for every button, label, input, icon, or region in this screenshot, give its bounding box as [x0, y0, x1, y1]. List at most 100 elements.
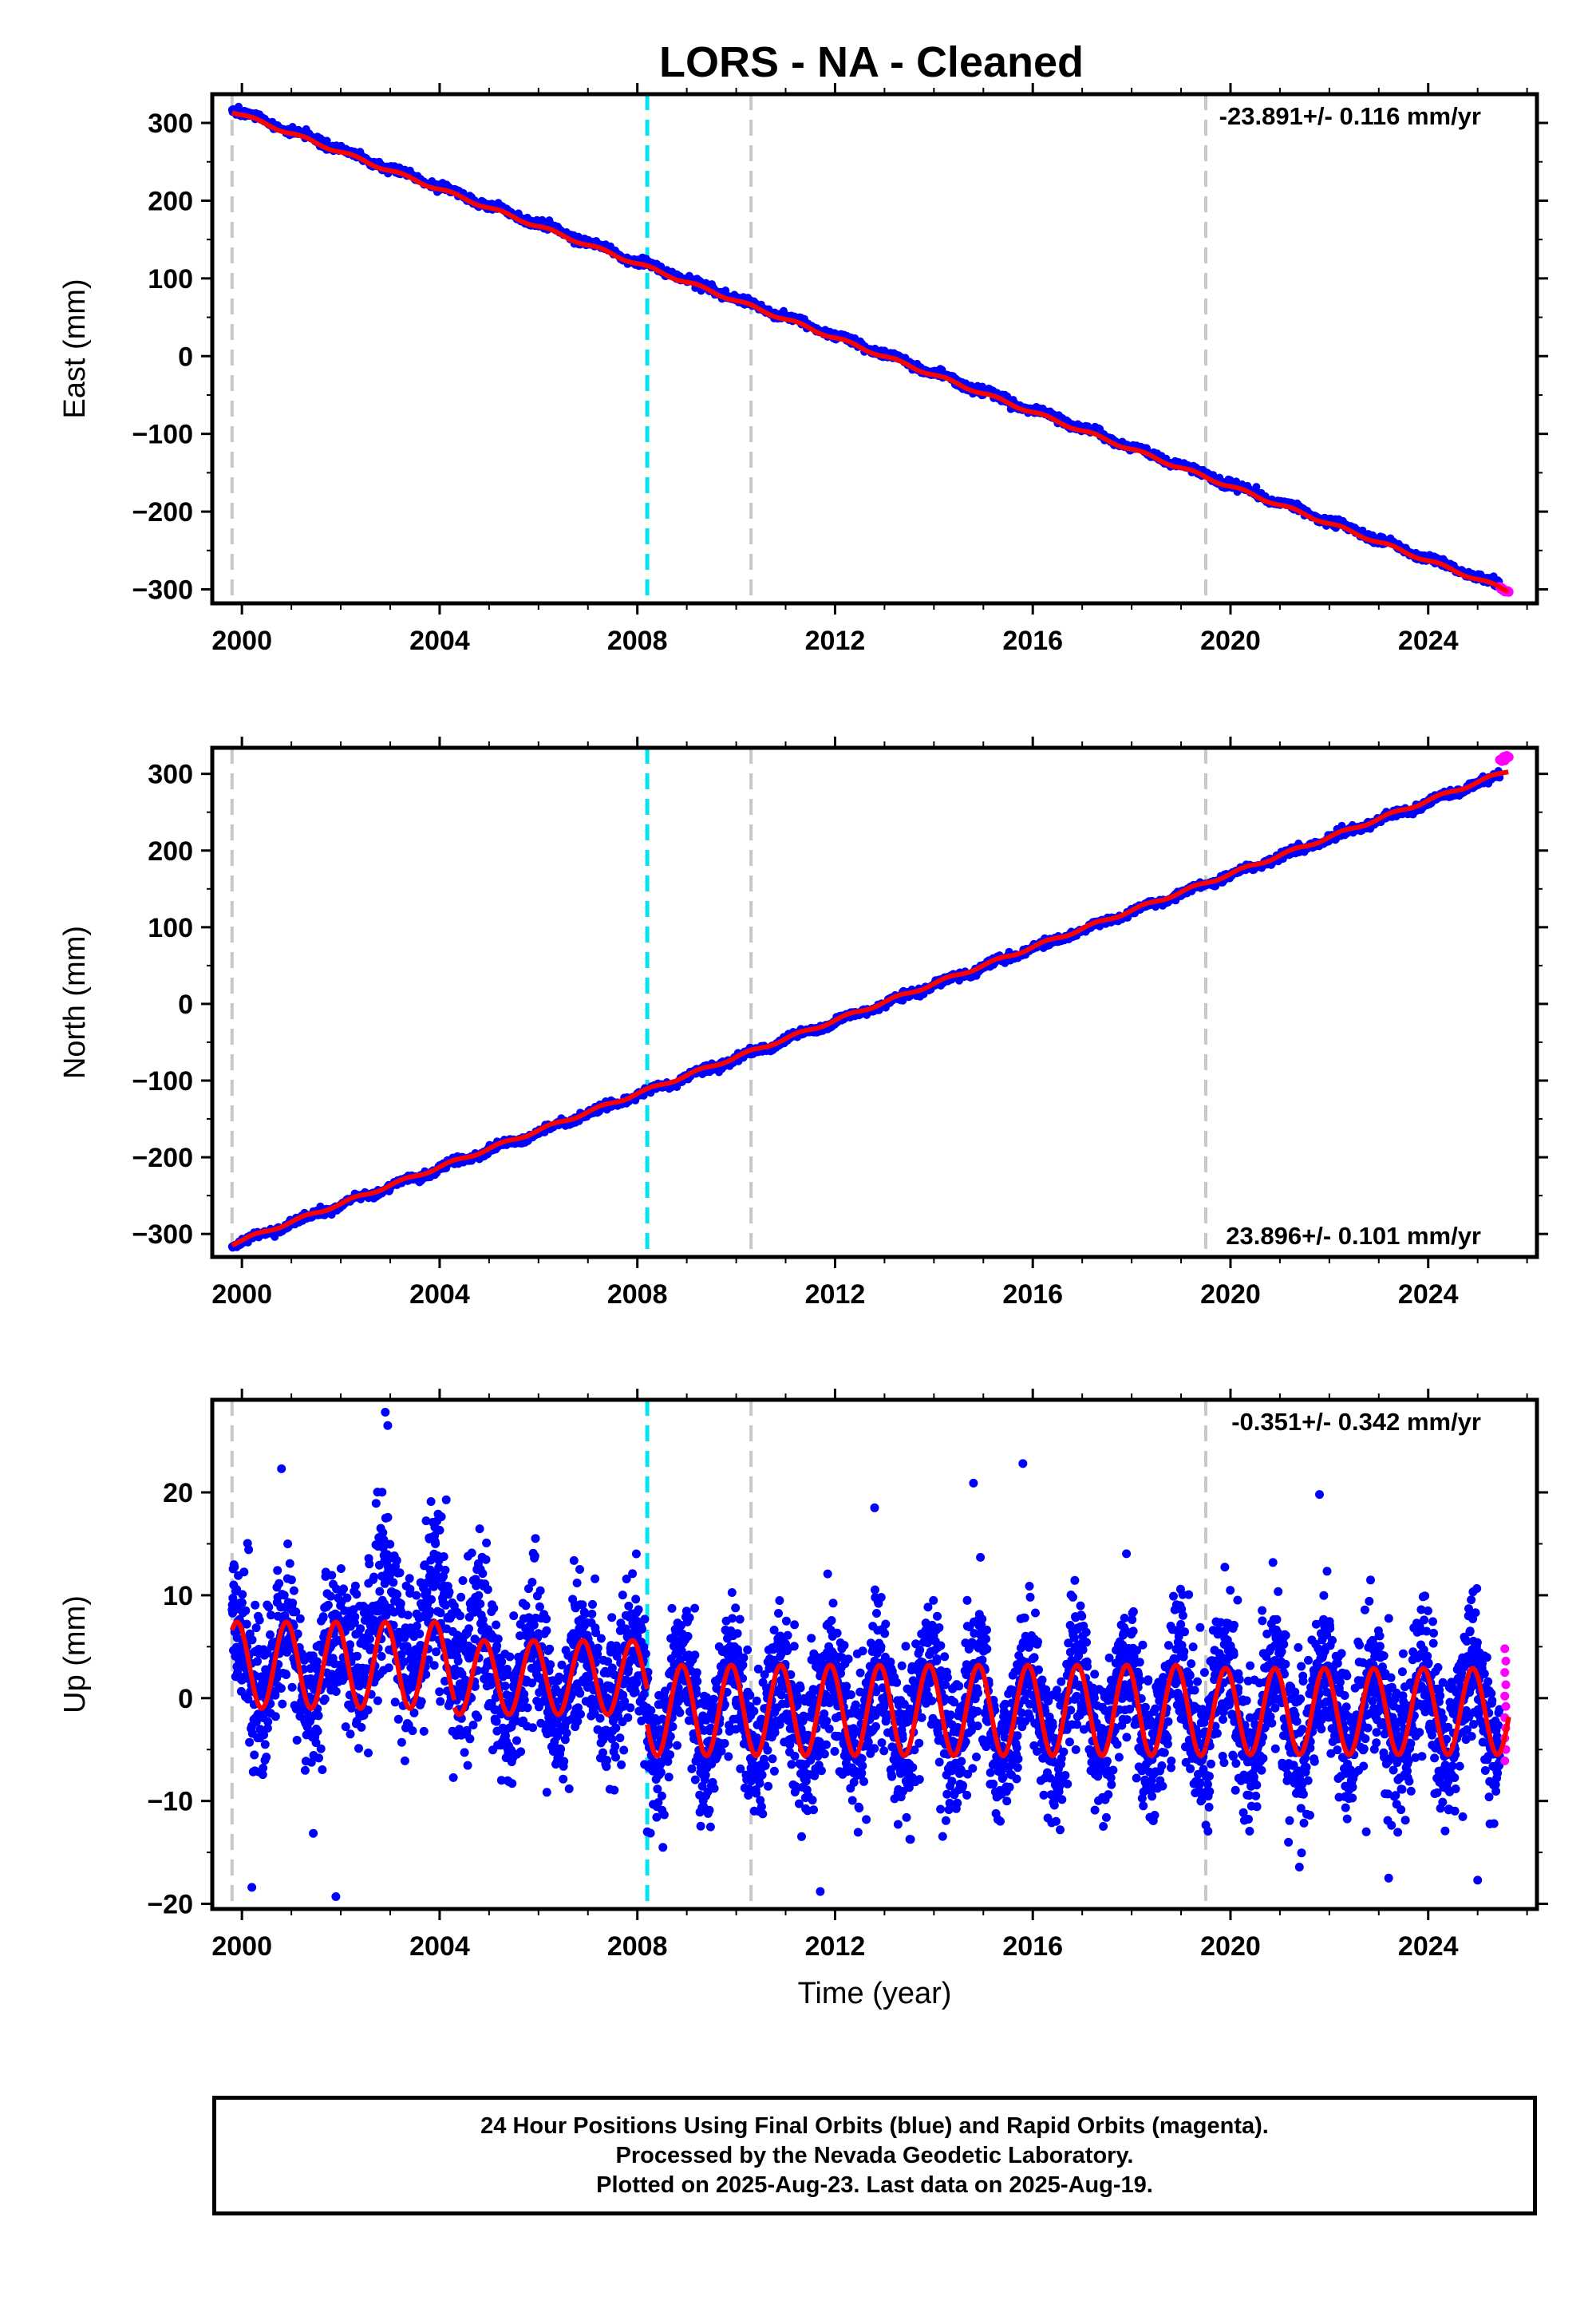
up-final-point — [271, 1690, 280, 1700]
up-final-point — [341, 1722, 350, 1732]
east-final-point — [1252, 483, 1261, 492]
east-xtick-label: 2020 — [1200, 626, 1261, 656]
north-xtick-label: 2024 — [1398, 1279, 1459, 1310]
up-final-point — [263, 1717, 273, 1726]
up-final-point — [250, 1750, 259, 1760]
east-ytick-label: 0 — [178, 342, 193, 372]
east-frame — [210, 92, 1539, 606]
up-final-point — [323, 1600, 333, 1610]
up-final-point — [255, 1615, 264, 1625]
up-final-point — [244, 1545, 254, 1555]
north-ytick-label: 0 — [178, 990, 193, 1020]
north-ylabel: North (mm) — [58, 926, 92, 1079]
up-final-point — [357, 1722, 366, 1732]
east-ylabel: East (mm) — [58, 279, 92, 418]
up-final-point — [288, 1599, 298, 1608]
up-final-point — [331, 1687, 341, 1696]
north-rate-label: 23.896+/- 0.101 mm/yr — [1226, 1222, 1481, 1250]
up-final-point — [285, 1559, 294, 1568]
east-xtick-label: 2016 — [1002, 626, 1063, 656]
east-xtick-label: 2004 — [409, 626, 470, 656]
up-final-point — [320, 1694, 330, 1704]
up-final-point — [313, 1726, 322, 1736]
up-final-point — [356, 1624, 365, 1634]
up-final-point — [275, 1579, 284, 1588]
north-xtick-label: 2004 — [409, 1279, 470, 1310]
up-final-point — [292, 1736, 302, 1745]
up-final-point — [300, 1765, 310, 1775]
up-final-point — [342, 1593, 352, 1603]
east-ytick-label: −200 — [132, 497, 193, 528]
up-final-point — [346, 1729, 355, 1739]
up-final-point — [282, 1670, 291, 1679]
east-ytick-label: 100 — [148, 264, 193, 294]
up-final-point — [237, 1598, 247, 1607]
north-ytick-label: 100 — [148, 913, 193, 943]
up-final-point — [314, 1753, 323, 1763]
east-xtick-label: 2024 — [1398, 626, 1459, 656]
north-xtick-label: 2012 — [805, 1279, 866, 1310]
up-final-point — [242, 1619, 251, 1629]
up-final-point — [230, 1562, 239, 1571]
up-final-point — [283, 1539, 293, 1548]
up-final-point — [295, 1614, 305, 1623]
east-rate-label: -23.891+/- 0.116 mm/yr — [1219, 102, 1481, 130]
up-final-point — [287, 1682, 297, 1692]
up-final-point — [339, 1584, 348, 1594]
north-xtick-label: 2020 — [1200, 1279, 1261, 1310]
up-final-point — [239, 1567, 249, 1577]
up-final-point — [245, 1737, 255, 1747]
east-xtick-label: 2008 — [607, 626, 668, 656]
east-ytick-label: 300 — [148, 109, 193, 139]
north-xtick-label: 2008 — [607, 1279, 668, 1310]
north-rapid-point — [1503, 752, 1514, 762]
north-xtick-label: 2000 — [211, 1279, 272, 1310]
north-panel: −300 −200 −100 0 100 200 300 2000 2004 2008 2012 20… — [58, 737, 1548, 1310]
up-final-point — [251, 1600, 260, 1610]
up-final-point — [318, 1765, 327, 1774]
east-ytick-label: −300 — [132, 575, 193, 605]
up-final-point — [350, 1581, 360, 1591]
up-final-point — [241, 1606, 251, 1615]
up-final-point — [289, 1586, 298, 1595]
north-xtick-label: 2016 — [1002, 1279, 1063, 1310]
up-final-point — [271, 1712, 280, 1721]
up-final-point — [251, 1623, 261, 1633]
up-final-point — [253, 1657, 262, 1666]
east-model-fit-line — [231, 110, 1510, 595]
up-final-point — [276, 1684, 286, 1693]
up-final-point — [273, 1566, 282, 1575]
up-final-point — [353, 1651, 361, 1661]
up-final-point — [309, 1828, 318, 1838]
east-panel: −300 −200 −100 0 100 200 300 2000 2004 2008 2012 20… — [58, 83, 1548, 656]
east-xtick-label: 2012 — [805, 626, 866, 656]
east-ytick-label: −100 — [132, 420, 193, 450]
up-final-point — [350, 1612, 360, 1622]
up-final-point — [316, 1744, 326, 1753]
up-final-point — [278, 1699, 287, 1709]
up-final-point — [260, 1740, 270, 1749]
east-xtick-label: 2000 — [211, 626, 272, 656]
up-final-point — [352, 1590, 361, 1599]
north-ytick-label: −100 — [132, 1066, 193, 1097]
up-final-point — [286, 1575, 296, 1585]
up-final-point — [336, 1564, 346, 1573]
up-final-point — [262, 1753, 271, 1762]
up-final-point — [326, 1591, 335, 1601]
up-final-point — [354, 1744, 363, 1753]
up-final-point — [247, 1635, 257, 1645]
up-final-point — [318, 1612, 328, 1622]
north-ytick-label: −300 — [132, 1219, 193, 1250]
north-ytick-label: 200 — [148, 836, 193, 867]
chart-title: LORS - NA - Cleaned — [659, 38, 1084, 86]
north-ytick-label: −200 — [132, 1143, 193, 1173]
up-final-point — [266, 1630, 275, 1639]
up-final-point — [314, 1711, 323, 1721]
east-ytick-label: 200 — [148, 186, 193, 216]
up-final-point — [238, 1590, 247, 1599]
up-final-point — [327, 1571, 337, 1580]
up-final-point — [259, 1764, 268, 1773]
north-ytick-label: 300 — [148, 760, 193, 790]
